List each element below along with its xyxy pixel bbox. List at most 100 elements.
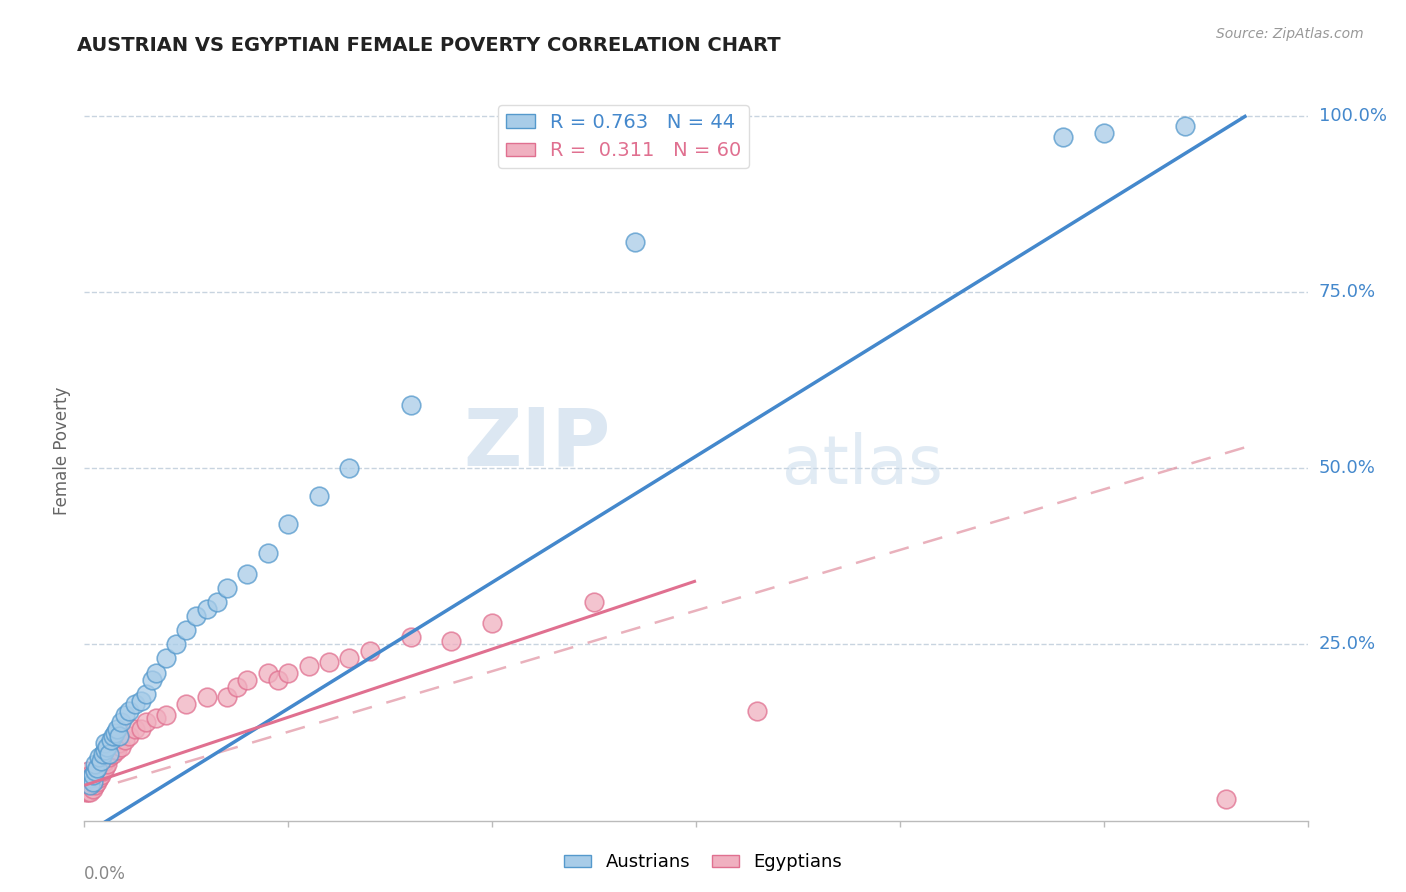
Point [277,517,299,532]
Point [1174,119,1197,133]
Y-axis label: Female Poverty: Female Poverty [53,386,72,515]
Point [93,736,115,750]
Point [165,637,187,651]
Point [87,764,110,779]
Point [583,595,606,609]
Point [118,704,141,718]
Point [82,775,104,789]
Point [83,772,105,786]
Point [131,694,153,708]
Point [298,658,321,673]
Point [399,398,422,412]
Point [101,747,124,761]
Point [77,772,100,786]
Text: 75.0%: 75.0% [1319,283,1376,301]
Point [217,581,239,595]
Point [1215,792,1237,806]
Legend: Austrians, Egyptians: Austrians, Egyptians [557,847,849,879]
Point [114,732,136,747]
Point [97,747,120,761]
Point [86,761,108,775]
Point [75,785,97,799]
Point [236,673,259,687]
Point [87,750,110,764]
Point [481,616,503,631]
Point [124,698,146,712]
Point [90,761,112,775]
Point [77,764,100,779]
Point [110,714,132,729]
Point [97,750,120,764]
Point [100,732,122,747]
Point [86,768,108,782]
Point [195,602,218,616]
Point [195,690,218,705]
Point [205,595,228,609]
Point [124,722,146,736]
Point [308,489,330,503]
Point [186,609,208,624]
Point [155,707,177,722]
Point [82,768,104,782]
Point [79,775,101,789]
Legend: R = 0.763   N = 44, R =  0.311   N = 60: R = 0.763 N = 44, R = 0.311 N = 60 [498,104,749,168]
Point [110,739,132,754]
Point [399,630,422,644]
Point [86,775,108,789]
Point [77,785,100,799]
Point [267,673,290,687]
Point [79,785,101,799]
Point [79,778,101,792]
Point [257,546,280,560]
Point [83,764,105,779]
Point [318,655,340,669]
Point [131,722,153,736]
Point [339,461,361,475]
Point [79,778,101,792]
Point [104,725,127,739]
Text: 50.0%: 50.0% [1319,459,1375,477]
Point [96,757,118,772]
Point [257,665,280,680]
Point [91,764,114,779]
Point [104,743,127,757]
Point [174,624,197,638]
Point [174,698,197,712]
Point [135,687,157,701]
Point [82,781,104,796]
Point [277,665,299,680]
Point [87,772,110,786]
Point [91,757,114,772]
Point [77,778,100,792]
Point [91,747,114,761]
Point [79,768,101,782]
Point [100,747,122,761]
Point [90,754,112,768]
Point [75,772,97,786]
Point [96,739,118,754]
Point [145,711,167,725]
Point [83,778,105,792]
Point [101,729,124,743]
Point [440,633,463,648]
Point [82,775,104,789]
Point [747,704,769,718]
Point [1092,126,1115,140]
Point [90,768,112,782]
Point [155,651,177,665]
Point [359,644,381,658]
Point [93,754,115,768]
Point [79,772,101,786]
Point [105,722,128,736]
Text: 25.0%: 25.0% [1319,635,1376,653]
Point [145,665,167,680]
Point [339,651,361,665]
Point [141,673,163,687]
Point [83,757,105,772]
Text: AUSTRIAN VS EGYPTIAN FEMALE POVERTY CORRELATION CHART: AUSTRIAN VS EGYPTIAN FEMALE POVERTY CORR… [77,36,780,54]
Point [236,566,259,581]
Point [226,680,249,694]
Point [75,778,97,792]
Point [93,761,115,775]
Point [118,729,141,743]
